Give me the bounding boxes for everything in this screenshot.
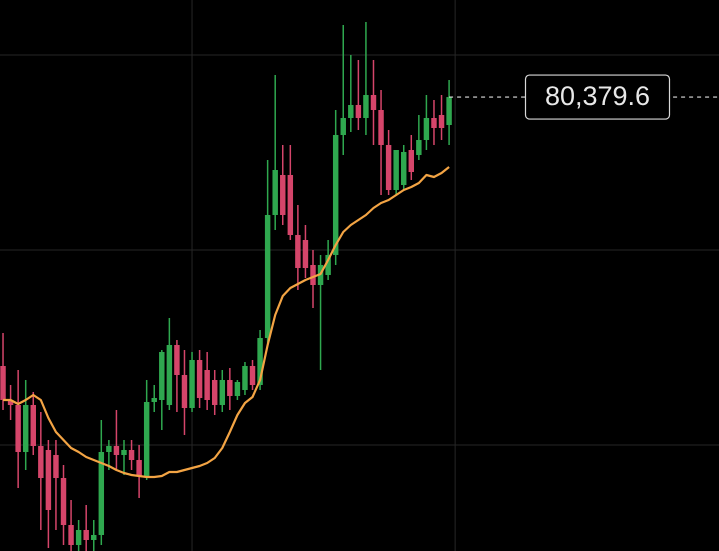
candle-body bbox=[257, 338, 263, 385]
candle-body bbox=[280, 175, 286, 215]
candle-body bbox=[0, 366, 6, 400]
candle-body bbox=[174, 345, 180, 375]
candle-body bbox=[106, 446, 112, 452]
candle-body bbox=[385, 145, 392, 190]
candle-body bbox=[355, 105, 362, 118]
candle-body bbox=[7, 400, 14, 405]
candle-body bbox=[249, 366, 256, 385]
candle-body bbox=[75, 530, 82, 545]
candle-body bbox=[378, 110, 384, 145]
candle-body bbox=[438, 115, 445, 128]
candle-body bbox=[159, 352, 165, 400]
candle-body bbox=[91, 535, 97, 540]
candle-body bbox=[219, 380, 225, 405]
candle-body bbox=[370, 95, 377, 110]
candle-body bbox=[38, 446, 44, 478]
candle-body bbox=[272, 170, 278, 215]
candle-body bbox=[363, 95, 369, 118]
candle-body bbox=[53, 455, 59, 478]
candle-body bbox=[113, 446, 120, 455]
candle-body bbox=[423, 118, 430, 140]
overlay: 80,379.6 bbox=[3, 74, 719, 479]
candle-body bbox=[60, 478, 67, 525]
candle-body bbox=[264, 215, 271, 338]
candle-body bbox=[68, 525, 74, 545]
candle-body bbox=[325, 255, 331, 275]
candle-body bbox=[181, 375, 188, 408]
candle-body bbox=[332, 135, 339, 255]
candle-body bbox=[446, 97, 452, 125]
candle-body bbox=[302, 240, 309, 268]
candle-body bbox=[196, 360, 203, 398]
candle-body bbox=[136, 460, 142, 476]
candle-body bbox=[189, 360, 195, 408]
last-price-label: 80,379.6 bbox=[545, 81, 650, 111]
candle-body bbox=[310, 265, 316, 285]
moving-average bbox=[3, 166, 450, 479]
candle-body bbox=[408, 150, 415, 172]
candle-body bbox=[234, 382, 241, 396]
candle-body bbox=[211, 380, 218, 405]
candle-body bbox=[151, 398, 157, 402]
candle-body bbox=[128, 450, 135, 460]
candle-body bbox=[143, 402, 150, 476]
candle-body bbox=[22, 405, 29, 452]
candle-body bbox=[416, 140, 422, 155]
candle-body bbox=[121, 450, 127, 455]
candle-body bbox=[393, 150, 399, 190]
candle-body bbox=[15, 405, 21, 452]
candle-body bbox=[401, 152, 407, 185]
candle-body bbox=[45, 450, 52, 510]
candle-body bbox=[166, 345, 173, 405]
candles bbox=[0, 22, 452, 551]
candle-body bbox=[98, 452, 105, 535]
candle-body bbox=[242, 366, 248, 390]
candle-body bbox=[348, 105, 354, 118]
candle-body bbox=[287, 175, 294, 235]
candle-body bbox=[227, 380, 233, 396]
candle-body bbox=[340, 118, 346, 135]
candle-body bbox=[83, 530, 89, 540]
candle-body bbox=[204, 370, 210, 400]
candle-body bbox=[431, 118, 437, 128]
candle-body bbox=[295, 235, 301, 268]
candle-body bbox=[30, 405, 36, 446]
last-price-box bbox=[524, 74, 671, 120]
